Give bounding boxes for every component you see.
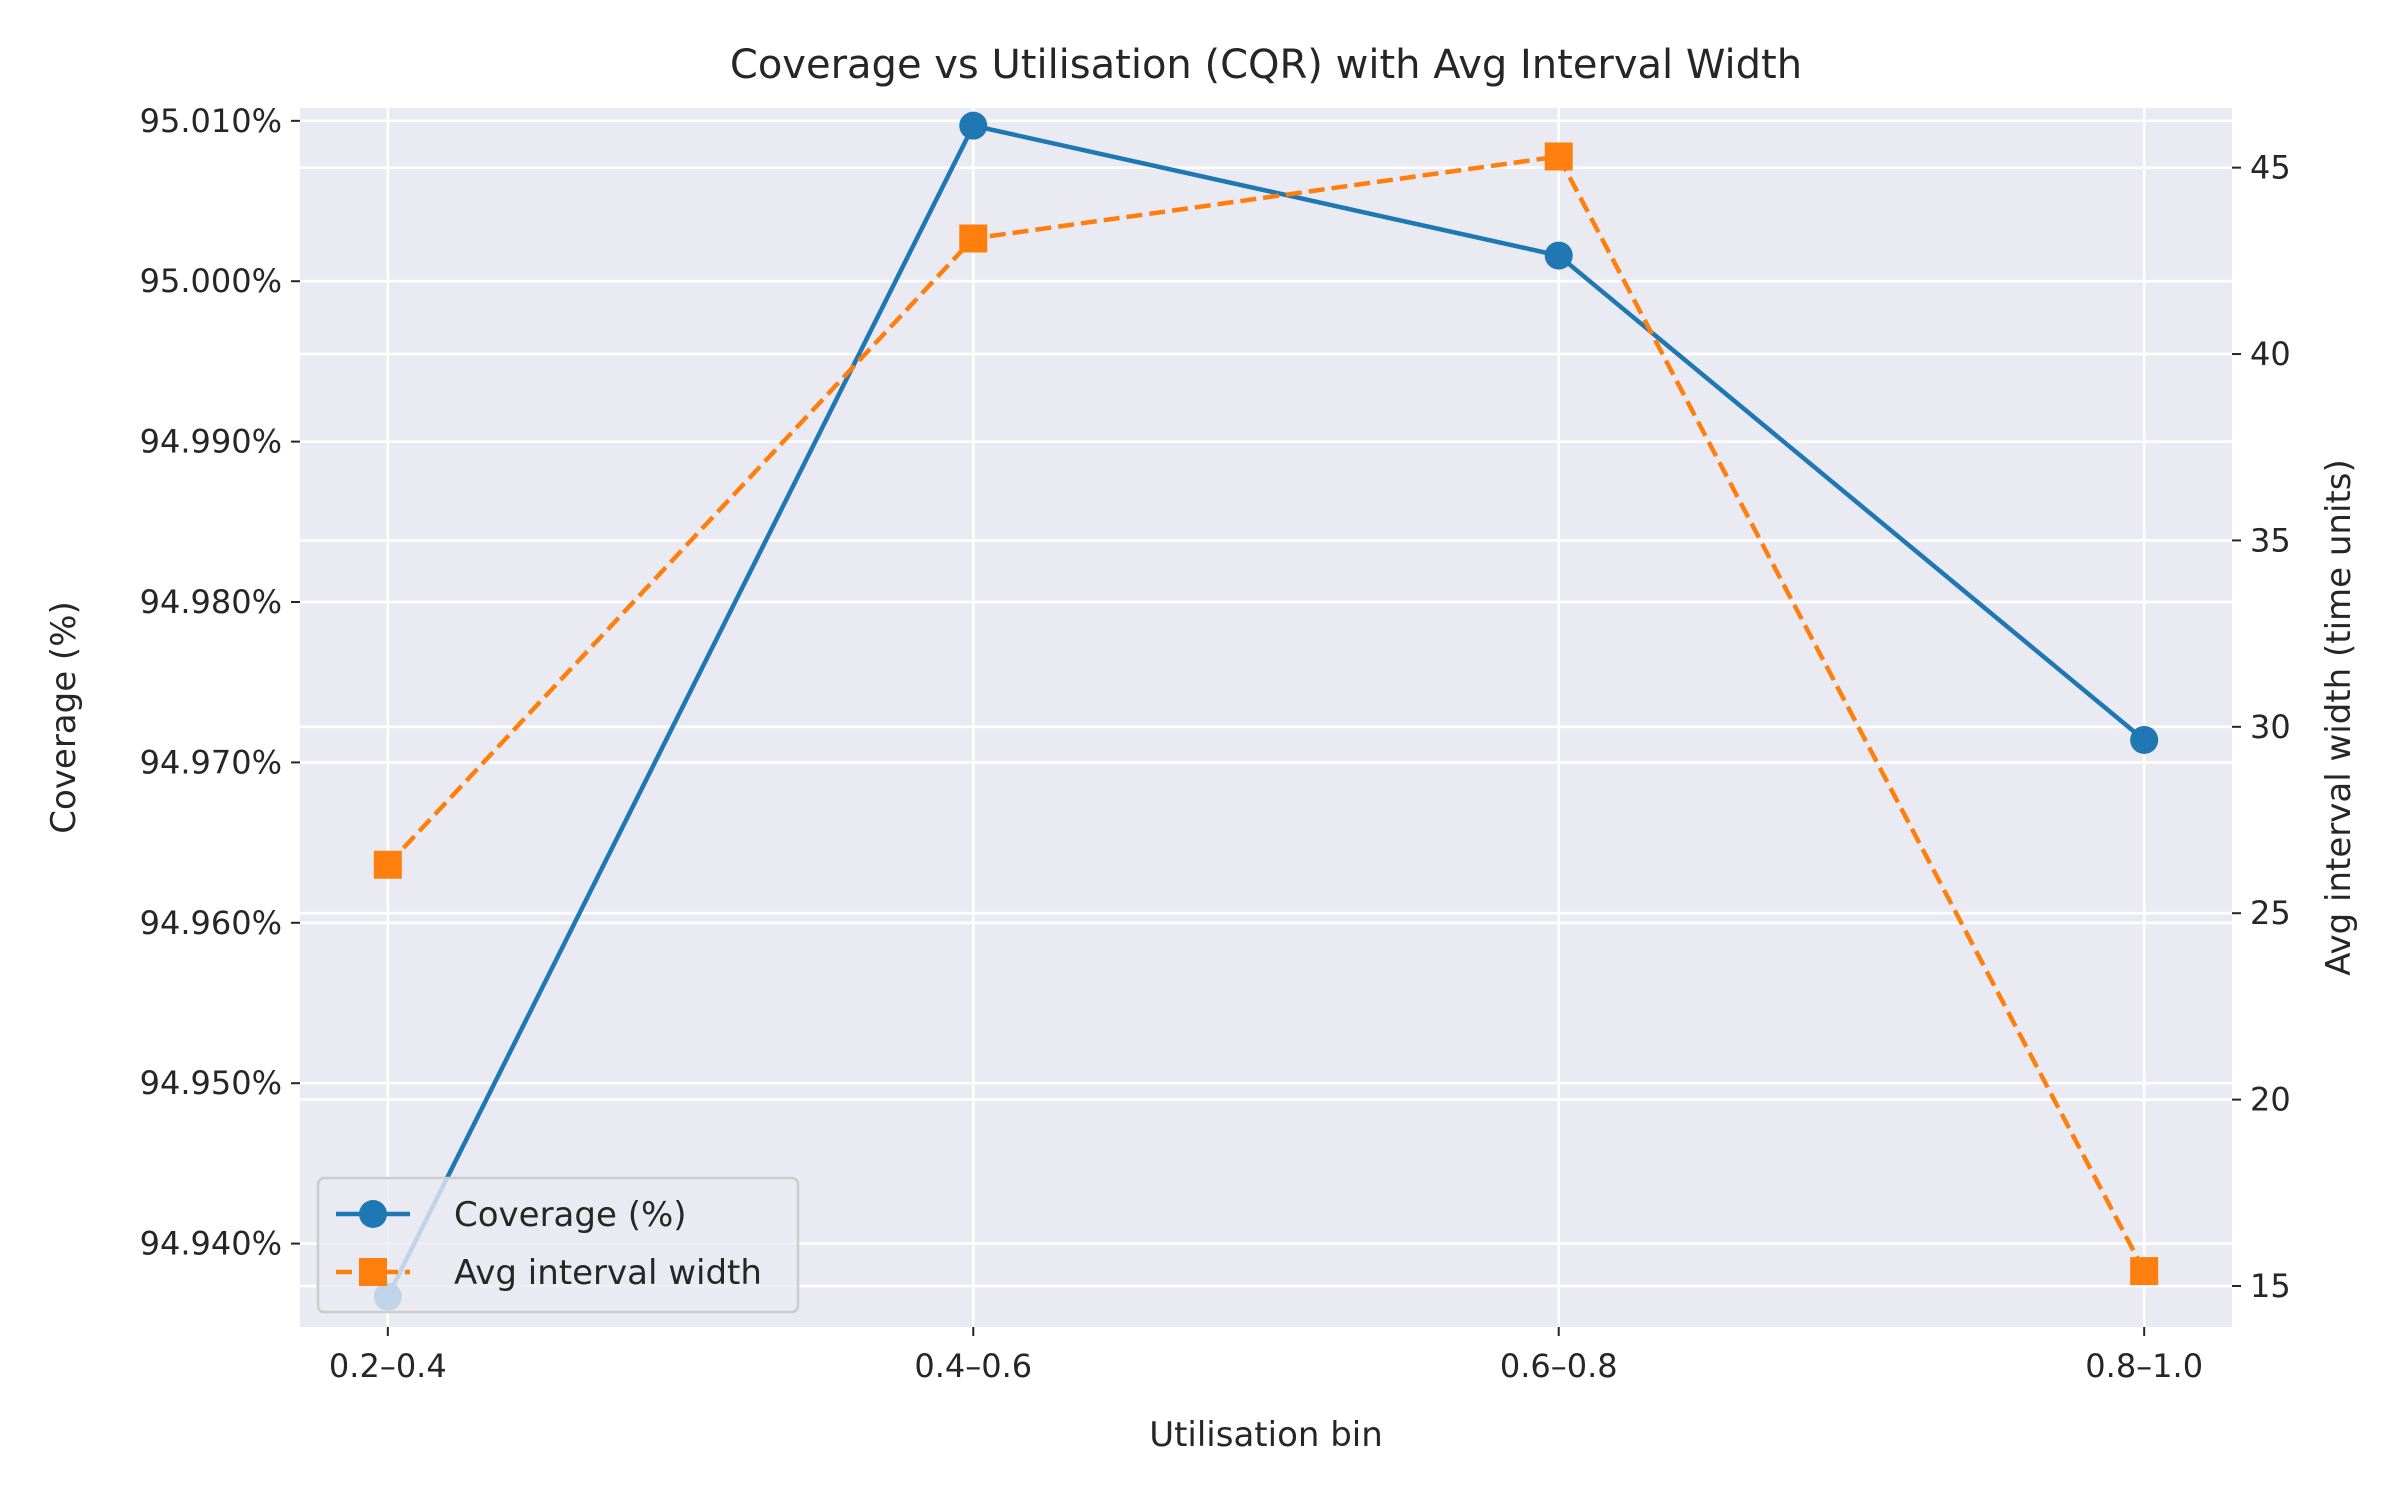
left-y-tick-label: 95.000% [140,262,282,300]
grid-layer [300,108,2232,1327]
left-y-tick-label: 95.010% [140,102,282,140]
series-line-2 [386,154,2147,1273]
x-axis-label: Utilisation bin [1149,1415,1383,1455]
left-y-tick-label: 94.980% [140,583,282,621]
right-y-tick-label: 20 [2250,1081,2291,1119]
series-point-1 [959,111,988,140]
series-layer [373,111,2159,1311]
x-tick-label: 0.4–0.6 [914,1347,1032,1385]
right-y-tick-label: 35 [2250,521,2291,559]
x-tick-label: 0.8–1.0 [2085,1347,2203,1385]
legend: Coverage (%) Avg interval width [316,1176,800,1314]
left-y-tick-label: 94.970% [140,743,282,781]
plot-area [300,108,2232,1327]
right-y-tick-label: 30 [2250,708,2291,746]
right-y-tick-label: 40 [2250,335,2291,373]
series-point-2 [959,224,988,253]
legend-marker-1 [359,1200,387,1228]
series-line-1 [385,123,2146,1298]
legend-label-1: Coverage (%) [454,1195,687,1235]
legend-box [316,1176,800,1314]
right-y-tick-label: 15 [2250,1267,2291,1305]
legend-marker-2 [359,1258,387,1286]
right-y-tick-label: 25 [2250,894,2291,932]
series-point-1 [1544,241,1573,270]
series-point-2 [2130,1257,2159,1286]
legend-label-2: Avg interval width [454,1253,762,1293]
right-y-tick-label: 45 [2250,149,2291,187]
left-y-tick-label: 94.940% [140,1225,282,1263]
series-point-2 [1544,142,1573,171]
legend-items: Coverage (%) Avg interval width [336,1195,762,1293]
y-axis-label-left: Coverage (%) [44,601,84,834]
y-axis-label-right: Avg interval width (time units) [2319,459,2359,975]
series-point-1 [2130,725,2159,754]
x-tick-label: 0.2–0.4 [329,1347,447,1385]
x-tick-label: 0.6–0.8 [1500,1347,1618,1385]
axis-layer: 0.2–0.4 0.4–0.6 0.6–0.8 0.8–1.0 94.940% 94.95… [140,102,2291,1385]
left-y-tick-label: 94.990% [140,423,282,461]
left-y-tick-label: 94.950% [140,1064,282,1102]
series-point-2 [373,850,402,879]
chart-title: Coverage vs Utilisation (CQR) with Avg I… [730,42,1802,88]
left-y-tick-label: 94.960% [140,904,282,942]
